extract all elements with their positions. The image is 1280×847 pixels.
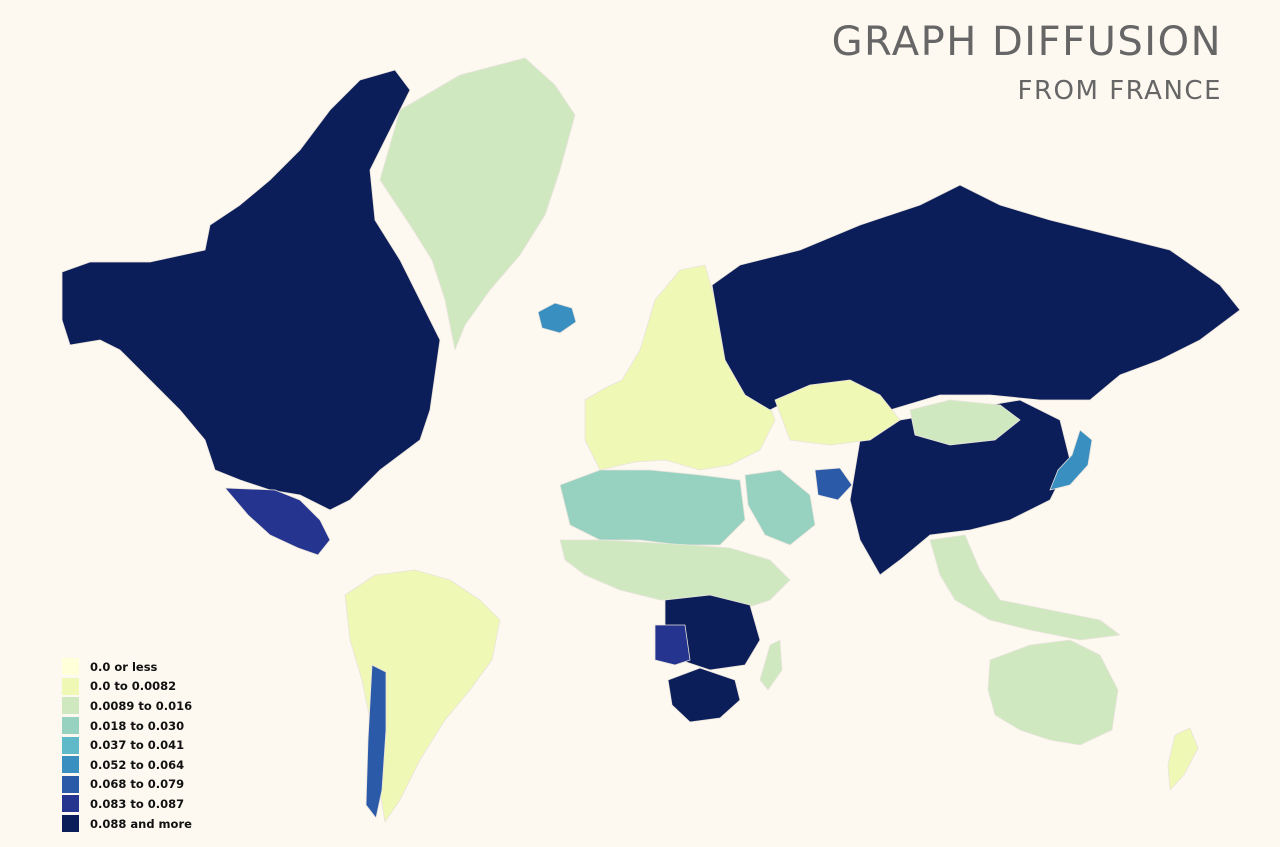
region-canada-usa (61, 69, 441, 511)
legend-label: 0.052 to 0.064 (90, 757, 185, 772)
region-chile-coast (365, 664, 387, 819)
region-japan (1049, 429, 1093, 491)
region-north-africa (559, 469, 746, 546)
region-greenland (379, 57, 576, 351)
legend-item: 0.0 to 0.0082 (62, 677, 192, 697)
legend-item: 0.068 to 0.079 (62, 775, 192, 795)
region-southeast-asia (929, 534, 1121, 641)
legend-item: 0.018 to 0.030 (62, 716, 192, 736)
legend-item: 0.052 to 0.064 (62, 755, 192, 775)
legend-label: 0.0 or less (90, 659, 158, 674)
legend-label: 0.037 to 0.041 (90, 738, 185, 753)
legend-swatch (62, 697, 79, 715)
region-south-africa (667, 667, 741, 723)
legend-swatch (62, 756, 79, 774)
legend-label: 0.083 to 0.087 (90, 796, 185, 811)
legend-item: 0.0089 to 0.016 (62, 696, 192, 716)
legend-swatch (62, 775, 79, 793)
region-russia (711, 184, 1241, 411)
legend-swatch (62, 658, 79, 676)
legend-swatch (62, 677, 79, 695)
map-title: GRAPH DIFFUSION (831, 19, 1222, 65)
region-arabia (744, 469, 816, 546)
region-africa (559, 539, 791, 611)
legend-item: 0.088 and more (62, 814, 192, 834)
legend-item: 0.037 to 0.041 (62, 735, 192, 755)
region-australia (987, 639, 1119, 746)
legend-swatch (62, 736, 79, 754)
legend-swatch (62, 717, 79, 735)
map-subtitle: FROM FRANCE (1017, 76, 1222, 106)
legend-label: 0.068 to 0.079 (90, 777, 185, 792)
legend: 0.0 or less 0.0 to 0.0082 0.0089 to 0.01… (62, 657, 192, 833)
legend-label: 0.0089 to 0.016 (90, 698, 193, 713)
region-angola (654, 624, 691, 666)
region-madagascar (759, 639, 783, 691)
legend-label: 0.088 and more (90, 816, 192, 831)
legend-item: 0.083 to 0.087 (62, 794, 192, 814)
region-mongolia (909, 399, 1021, 446)
legend-item: 0.0 or less (62, 657, 192, 677)
region-iceland (537, 302, 577, 334)
region-new-zealand (1167, 727, 1199, 791)
legend-swatch (62, 795, 79, 813)
region-kazakhstan (774, 379, 901, 446)
title-block: GRAPH DIFFUSION FROM FRANCE (832, 20, 1222, 108)
region-mexico (224, 487, 331, 556)
legend-label: 0.018 to 0.030 (90, 718, 185, 733)
legend-swatch (62, 815, 79, 833)
legend-label: 0.0 to 0.0082 (90, 679, 177, 694)
region-afghanistan (814, 467, 853, 501)
